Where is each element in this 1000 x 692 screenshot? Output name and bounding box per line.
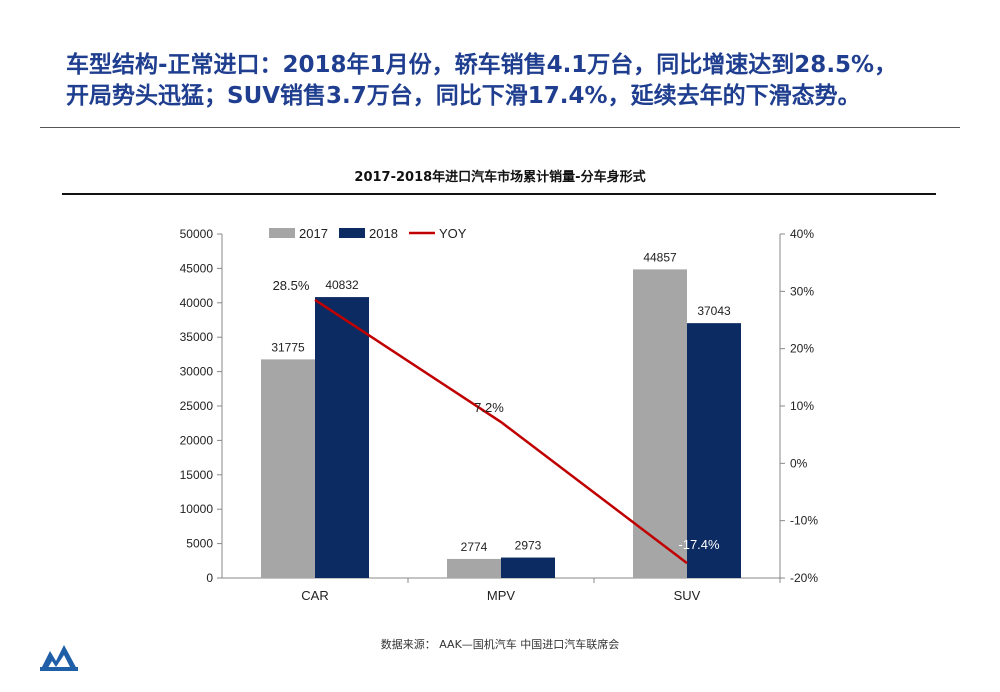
bar-value-label: 37043 [697,304,731,318]
yoy-value-label: 28.5% [273,278,310,293]
x-axis-category-label: SUV [674,588,701,603]
top-divider [40,127,960,128]
right-axis-tick-label: -10% [790,514,818,528]
yoy-line [314,298,688,565]
left-axis-tick-label: 20000 [180,433,214,447]
legend-swatch-2017 [269,228,295,238]
company-logo-icon [40,645,78,671]
chart-title: 2017-2018年进口汽车市场累计销量-分车身形式 [354,170,646,185]
legend-swatch-2018 [339,228,365,238]
source-note: 数据来源： AAK—国机汽车 中国进口汽车联席会 [380,638,620,651]
yoy-value-label: -17.4% [678,537,720,552]
bar-2017-MPV [447,558,501,578]
left-axis-tick-label: 45000 [180,261,214,275]
headline-line-1: 车型结构-正常进口：2018年1月份，轿车销售4.1万台，同比增速达到28.5%… [66,52,898,78]
left-axis-tick-label: 40000 [180,296,214,310]
left-axis-tick-label: 0 [206,571,213,585]
bar-value-label: 2973 [515,539,542,553]
headline-line-2: 开局势头迅猛；SUV销售3.7万台，同比下滑17.4%，延续去年的下滑态势。 [66,83,861,109]
bar-2017-SUV [633,269,687,578]
bar-2018-CAR [315,297,369,578]
right-axis-tick-label: 40% [790,227,814,241]
right-axis-tick-label: -20% [790,571,818,585]
chart-title-underline [62,193,936,195]
x-axis-category-label: CAR [301,588,328,603]
left-axis-tick-label: 50000 [180,227,214,241]
right-axis-tick-label: 20% [790,342,814,356]
bar-value-label: 2774 [461,540,488,554]
legend-label-2017: 2017 [299,226,328,241]
bar-value-label: 44857 [643,250,677,264]
yoy-value-label: 7.2% [474,400,504,415]
left-axis-tick-label: 5000 [186,537,213,551]
bar-value-label: 40832 [325,278,359,292]
headline: 车型结构-正常进口：2018年1月份，轿车销售4.1万台，同比增速达到28.5%… [66,50,966,112]
right-axis-tick-label: 0% [790,456,808,470]
left-axis-tick-label: 25000 [180,399,214,413]
bar-2018-SUV [687,323,741,578]
legend-label-2018: 2018 [369,226,398,241]
left-axis-tick-label: 35000 [180,330,214,344]
left-axis-tick-label: 15000 [180,468,214,482]
legend-label-yoy: YOY [439,226,467,241]
bar-2018-MPV [501,557,555,578]
right-axis-tick-label: 10% [790,399,814,413]
right-axis-tick-label: 30% [790,284,814,298]
bar-value-label: 31775 [271,340,305,354]
left-axis-tick-label: 30000 [180,365,214,379]
left-axis-tick-label: 10000 [180,502,214,516]
bar-2017-CAR [261,359,315,578]
x-axis-category-label: MPV [487,588,516,603]
